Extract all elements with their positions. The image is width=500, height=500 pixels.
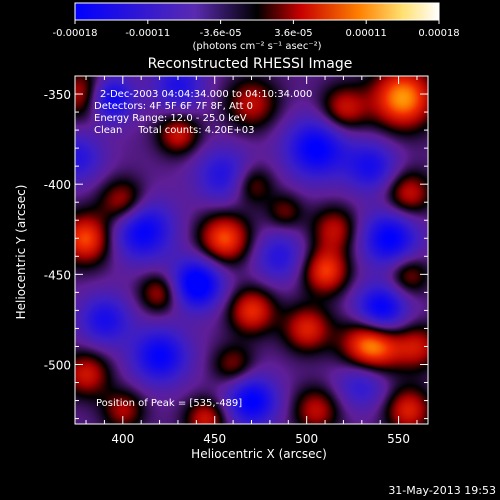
colorbar-tick-label: -0.00011: [125, 28, 170, 39]
colorbar-gradient: [74, 2, 440, 21]
y-axis-ticks: -350 -400 -450 -500: [44, 75, 428, 420]
y-tick-label: -450: [44, 268, 71, 282]
y-tick-label: -350: [44, 88, 71, 102]
x-tick-label: 450: [203, 432, 226, 446]
footer-date: 31-May-2013 19:53: [388, 484, 496, 497]
y-tick-label: -400: [44, 178, 71, 192]
colorbar-tick-label: 0.00018: [418, 28, 459, 39]
x-tick-label: 400: [111, 432, 134, 446]
plot-annotations: 2-Dec-2003 04:04:34.000 to 04:10:34.000 …: [94, 89, 312, 409]
y-tick-label: -500: [44, 358, 71, 372]
chart-title: Reconstructed RHESSI Image: [148, 56, 353, 72]
annotation-detectors: Detectors: 4F 5F 6F 7F 8F, Att 0: [94, 101, 253, 112]
heatmap-image: [75, 76, 428, 424]
colorbar-tick-label: -0.00018: [53, 28, 98, 39]
annotation-energy-range: Energy Range: 12.0 - 25.0 keV: [94, 113, 247, 124]
x-tick-label: 550: [387, 432, 410, 446]
x-axis-label: Heliocentric X (arcsec): [191, 447, 327, 461]
x-axis-ticks: 400 450 500 550: [85, 76, 418, 446]
annotation-clean-counts: Clean Total counts: 4.20E+03: [94, 125, 254, 136]
annotation-time-range: 2-Dec-2003 04:04:34.000 to 04:10:34.000: [100, 89, 312, 100]
colorbar-tick-label: 3.6e-05: [274, 28, 312, 39]
annotation-peak-position: Position of Peak = [535,-489]: [96, 398, 242, 409]
heatmap-plot: 400 450 500 550 -350 -400 -450 -500: [44, 75, 429, 446]
colorbar-ticks: -0.00018 -0.00011 -3.6e-05 3.6e-05 0.00011 0.…: [53, 20, 460, 39]
colorbar: -0.00018 -0.00011 -3.6e-05 3.6e-05 0.00011 0.…: [53, 2, 460, 52]
colorbar-tick-label: 0.00011: [346, 28, 387, 39]
x-tick-label: 500: [295, 432, 318, 446]
y-axis-label: Heliocentric Y (arcsec): [14, 185, 28, 320]
colorbar-unit-label: (photons cm⁻² s⁻¹ asec⁻²): [192, 41, 321, 52]
colorbar-tick-label: -3.6e-05: [200, 28, 242, 39]
